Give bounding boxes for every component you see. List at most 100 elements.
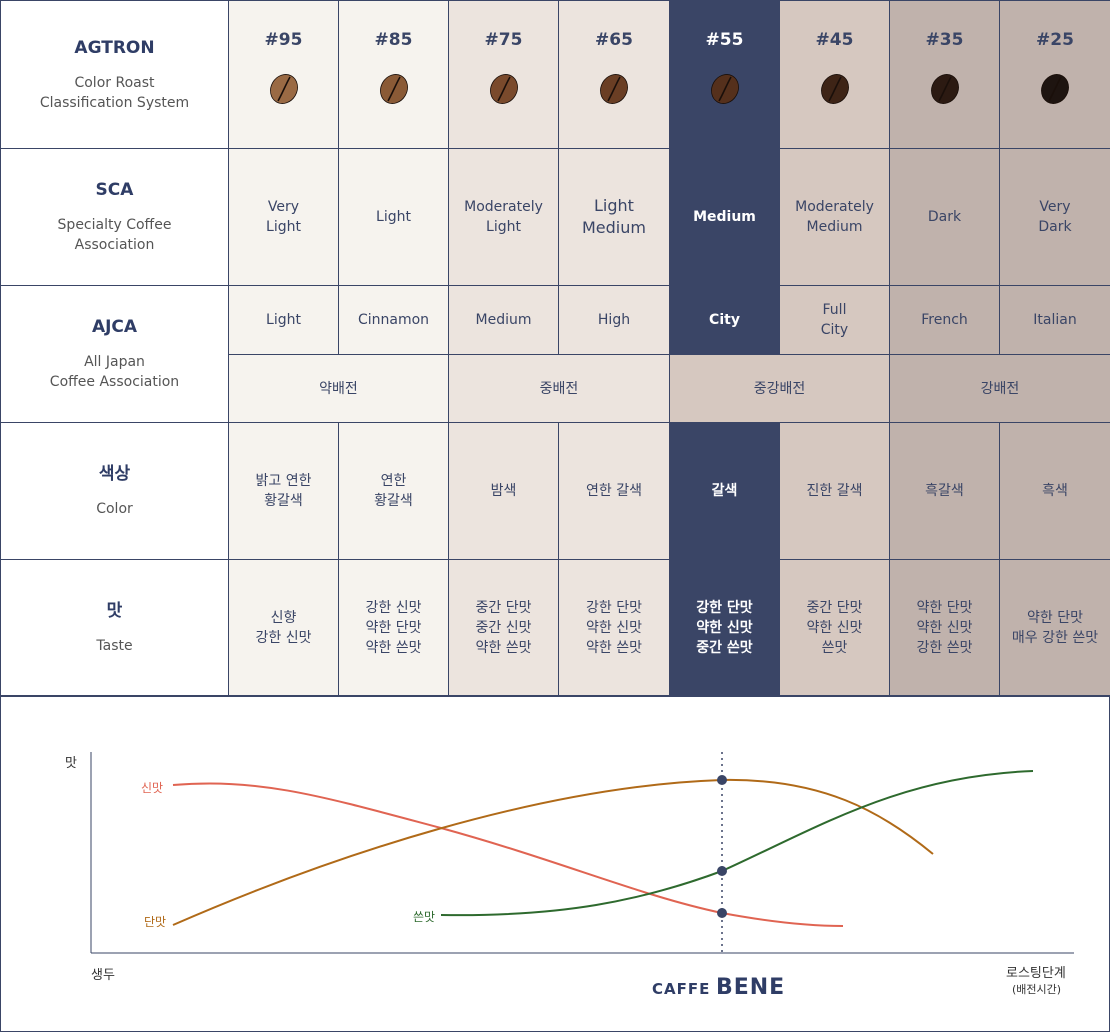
sca-cell: Very Light [229, 149, 339, 286]
logo-caffe: CAFFE [652, 980, 711, 998]
row-subtitle: All Japan Coffee Association [49, 354, 180, 390]
bitter-curve [440, 770, 1034, 917]
agtron-cell: #85 [339, 1, 449, 149]
sour-label: 신맛 [141, 781, 164, 795]
agtron-number: #85 [374, 29, 413, 50]
roast-group-label: 중배전 [539, 380, 579, 397]
sca-cell: Dark [890, 149, 1000, 286]
taste-label: 약한 단맛 약한 신맛 강한 쓴맛 [916, 600, 973, 656]
ajca-cell: Italian [1000, 286, 1110, 355]
color-cell: 밤색 [449, 423, 559, 560]
logo-bene: BENE [715, 975, 786, 1000]
row-header-sca: SCA Specialty Coffee Association [1, 149, 229, 286]
row-subtitle: Taste [96, 638, 133, 654]
coffee-bean-icon [820, 73, 849, 104]
ajca-label: Italian [1033, 312, 1077, 328]
sca-label: Dark [927, 209, 962, 225]
row-subtitle: Color [96, 501, 133, 517]
roast-group-cell: 강배전 [890, 355, 1110, 423]
sca-label: Light Medium [582, 196, 646, 237]
agtron-number: #65 [595, 29, 633, 50]
ajca-cell: Light [229, 286, 339, 355]
coffee-bean-icon [930, 73, 959, 104]
sca-label: Very Light [266, 199, 301, 235]
ajca-label: Light [266, 312, 301, 328]
taste-cell: 신향 강한 신맛 [229, 560, 339, 697]
roast-group-label: 강배전 [980, 380, 1020, 397]
sca-cell: Moderately Light [449, 149, 559, 286]
ajca-cell: French [890, 286, 1000, 355]
x-end-sublabel: (배전시간) [1012, 983, 1062, 996]
taste-label: 약한 단맛 매우 강한 쓴맛 [1011, 610, 1099, 646]
sweet-point [717, 775, 727, 785]
agtron-cell: #65 [559, 1, 670, 149]
sweet-curve [172, 778, 934, 926]
taste-cell: 약한 단맛 약한 신맛 강한 쓴맛 [890, 560, 1000, 697]
ajca-label: Cinnamon [357, 312, 430, 328]
color-label: 밝고 연한 황갈색 [255, 473, 312, 509]
ajca-label: Full City [820, 302, 849, 338]
taste-graph: 맛 신맛 단맛 쓴맛 생두 로스팅단계 (배전시간) [0, 695, 1110, 1032]
coffee-bean-icon [379, 73, 408, 104]
sca-cell: Medium [670, 149, 780, 286]
taste-label: 강한 단맛 약한 신맛 약한 쓴맛 [586, 600, 642, 656]
agtron-number: #95 [264, 29, 303, 50]
coffee-bean-icon [1041, 73, 1069, 104]
color-label: 갈색 [711, 483, 738, 499]
roast-group-label: 중강배전 [753, 380, 806, 397]
sour-curve [172, 782, 844, 927]
x-start-label: 생두 [91, 968, 115, 983]
ajca-label: City [709, 312, 740, 328]
row-title: 맛 [106, 601, 123, 621]
color-label: 연한 황갈색 [374, 473, 413, 509]
y-axis-label: 맛 [65, 756, 77, 771]
agtron-number: #45 [815, 29, 854, 50]
sca-cell: Light [339, 149, 449, 286]
ajca-cell: Medium [449, 286, 559, 355]
coffee-bean-icon [600, 73, 628, 104]
sca-cell: Light Medium [559, 149, 670, 286]
color-cell: 진한 갈색 [780, 423, 890, 560]
row-header-taste: 맛 Taste [1, 560, 229, 697]
taste-cell: 중간 단맛 약한 신맛 쓴맛 [780, 560, 890, 697]
coffee-bean-icon [710, 73, 739, 104]
agtron-number: #55 [705, 29, 744, 50]
coffee-bean-icon [269, 73, 298, 104]
taste-cell: 강한 단맛 약한 신맛 약한 쓴맛 [559, 560, 670, 697]
x-end-label: 로스팅단계 [1006, 966, 1066, 981]
ajca-cell: Cinnamon [339, 286, 449, 355]
roast-group-cell: 중강배전 [670, 355, 890, 423]
color-cell: 갈색 [670, 423, 780, 560]
ajca-label: French [921, 312, 968, 328]
coffee-bean-icon [489, 73, 518, 104]
sca-label: Medium [693, 209, 756, 225]
row-title: 색상 [98, 464, 131, 484]
sour-point [717, 908, 727, 918]
sca-cell: Moderately Medium [780, 149, 890, 286]
row-header-agtron: AGTRON Color Roast Classification System [1, 1, 229, 149]
agtron-cell: #75 [449, 1, 559, 149]
bitter-point [717, 866, 727, 876]
roast-group-label: 약배전 [319, 380, 358, 397]
row-title: SCA [95, 180, 134, 200]
color-label: 흑색 [1042, 483, 1068, 499]
bitter-label: 쓴맛 [413, 910, 436, 924]
agtron-cell: #45 [780, 1, 890, 149]
caffe-bene-logo: CAFFE BENE [652, 975, 785, 1000]
agtron-number: #35 [925, 29, 964, 50]
ajca-cell: Full City [780, 286, 890, 355]
agtron-cell: #25 [1000, 1, 1110, 149]
color-label: 연한 갈색 [586, 483, 642, 499]
taste-label: 중간 단맛 중간 신맛 약한 쓴맛 [475, 600, 532, 656]
color-cell: 연한 갈색 [559, 423, 670, 560]
color-label: 흑갈색 [925, 483, 964, 499]
color-label: 진한 갈색 [806, 483, 863, 499]
color-cell: 흑갈색 [890, 423, 1000, 560]
color-cell: 흑색 [1000, 423, 1110, 560]
roast-group-cell: 중배전 [449, 355, 670, 423]
sca-label: Moderately Light [464, 199, 543, 235]
sca-label: Light [376, 209, 411, 225]
ajca-cell: High [559, 286, 670, 355]
row-title: AGTRON [74, 37, 155, 58]
